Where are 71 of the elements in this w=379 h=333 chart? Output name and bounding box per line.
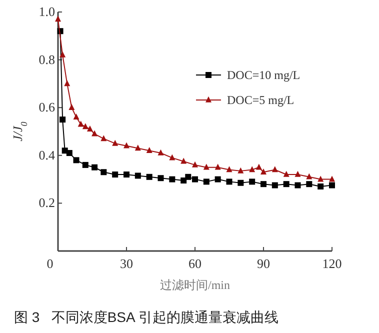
y-tick-label: 0.8 [38,52,55,67]
point [158,175,164,182]
point [329,182,335,188]
point [55,16,61,22]
point [146,174,152,180]
x-tick-label: 30 [120,256,133,271]
point [238,167,244,174]
legend-label: DOC=10 mg/L [227,68,300,82]
point [318,183,324,190]
point [112,172,118,178]
point [306,173,312,180]
point [82,123,88,130]
point [124,172,130,178]
point [112,140,118,146]
point [60,116,66,123]
x-tick-label: 90 [257,256,270,271]
point [318,176,324,182]
point [249,178,256,185]
point [180,158,187,164]
point [192,161,198,168]
point [214,164,221,170]
point [100,169,107,176]
point [64,80,70,86]
point [256,164,262,170]
x-tick-label: 60 [188,256,202,271]
point [203,178,210,185]
point [134,172,141,179]
point [260,181,266,188]
y-tick-label: 0.2 [38,195,55,210]
point [86,126,93,132]
point [100,135,107,142]
point [169,176,176,182]
point [329,176,335,182]
point [192,176,198,182]
point [73,114,80,120]
x-axis-title: 过滤时间/min [160,278,230,292]
point [82,162,88,168]
point [283,181,290,188]
point [294,182,301,188]
y-tick-label: 0.4 [38,147,56,162]
y-tick-label: 1.0 [38,4,55,19]
point [158,149,164,156]
point [124,142,130,148]
point [283,170,290,177]
point [134,144,141,151]
legend-label: DOC=5 mg/L [227,93,294,107]
x-tick-label: 120 [322,256,342,271]
point [60,51,66,58]
point [92,130,98,136]
point [249,166,256,172]
point [226,178,232,185]
point [238,180,244,186]
point [73,157,80,164]
point [272,182,278,188]
point [185,174,192,180]
point [78,120,84,127]
y-tick-label: 0.6 [38,100,56,115]
point [146,147,152,154]
text: 图 3 不同浓度BSA 引起的膜通量衰减曲线 [14,309,278,325]
point [294,170,301,177]
point [260,168,266,175]
point [272,166,278,172]
point [226,166,232,172]
point [306,181,312,188]
point [203,164,210,170]
point [68,104,75,110]
x-tick-label: 0 [46,256,54,271]
point [169,154,176,160]
point [66,150,72,156]
point [92,164,98,170]
point [214,176,221,182]
